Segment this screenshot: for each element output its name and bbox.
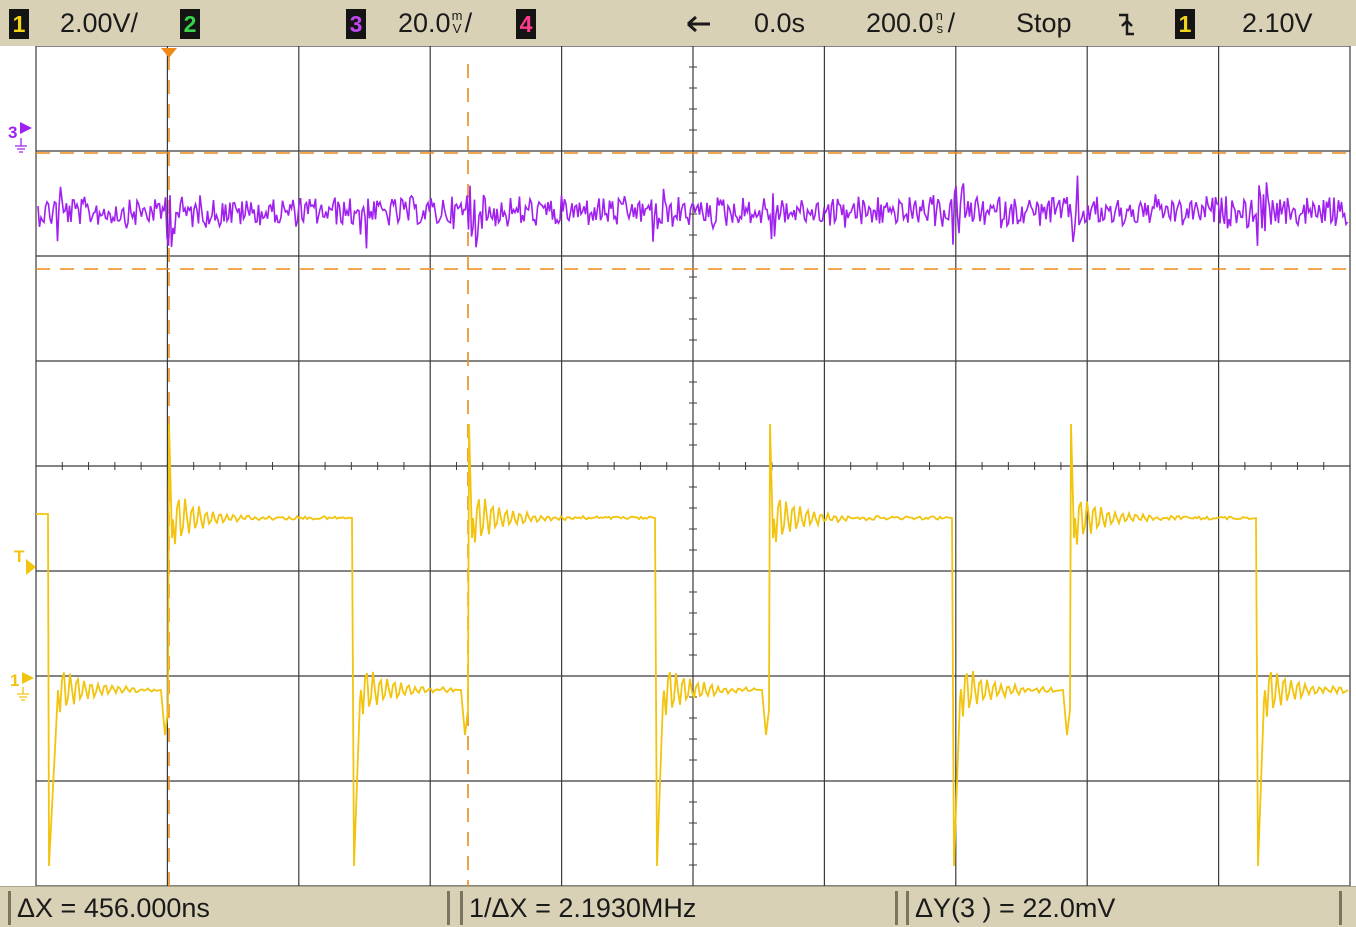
channel-1-badge[interactable]: 1 [9, 9, 29, 39]
cursor-x1-marker[interactable] [161, 48, 177, 58]
graticule [35, 46, 1351, 886]
status-bar: 1 2.00V/ 2 3 20.0 m V/ 4 0.0s 200.0 n s / Sto… [0, 0, 1356, 47]
trigger-arrow-icon [26, 559, 36, 575]
channel-1-marker-label: 1 [10, 671, 19, 690]
timebase-unit: s [936, 21, 944, 36]
trigger-marker-label: T [14, 547, 25, 566]
ground-icon [15, 138, 27, 153]
channel-1-scale[interactable]: 2.00V/ [60, 8, 139, 38]
channel-3-unit: V [452, 21, 462, 36]
left-arrow-icon[interactable] [684, 9, 714, 39]
left-arrow-icon-svg [687, 15, 710, 33]
delta-x-value: ΔX = 456.000ns [17, 893, 210, 923]
trigger-level-marker[interactable]: T [14, 547, 36, 575]
delta-y-value: ΔY(3 ) = 22.0mV [915, 893, 1116, 923]
run-state[interactable]: Stop [1016, 8, 1072, 38]
inverse-delta-x-readout[interactable]: 1/ΔX = 2.1930MHz [460, 891, 898, 925]
marker-arrow-icon [20, 122, 32, 134]
inverse-delta-x-value: 1/ΔX = 2.1930MHz [469, 893, 697, 923]
channel-3-badge[interactable]: 3 [346, 9, 366, 39]
channel-4-badge[interactable]: 4 [516, 9, 536, 39]
marker-arrow-icon [22, 672, 34, 684]
timebase-scale[interactable]: 200.0 n s / [866, 8, 955, 38]
channel-2-badge[interactable]: 2 [180, 9, 200, 39]
channel-3-ground-marker[interactable]: 3 [8, 122, 32, 153]
trigger-source-badge[interactable]: 1 [1175, 9, 1195, 39]
scope-display[interactable]: 3 T 1 [0, 46, 1356, 886]
ground-icon [17, 687, 29, 701]
channel-3-unit-prefix: m [451, 8, 463, 23]
falling-edge-icon[interactable] [1112, 9, 1142, 39]
delta-x-readout[interactable]: ΔX = 456.000ns [8, 891, 450, 925]
channel-3-scale[interactable]: 20.0 m V / [398, 8, 472, 38]
channel-1-waveform [36, 423, 1349, 867]
timebase-scale-slash: / [947, 8, 956, 38]
falling-edge-icon-svg [1119, 13, 1134, 36]
delta-y-readout[interactable]: ΔY(3 ) = 22.0mV [906, 891, 1342, 925]
trigger-level[interactable]: 2.10V [1242, 8, 1313, 38]
measurement-bar: ΔX = 456.000ns 1/ΔX = 2.1930MHz ΔY(3 ) =… [0, 886, 1356, 927]
timebase-unit-prefix: n [935, 8, 943, 23]
channel-1-ground-marker[interactable]: 1 [10, 671, 34, 701]
timebase-scale-value: 200.0 [866, 8, 934, 38]
horizontal-delay[interactable]: 0.0s [754, 8, 806, 38]
channel-3-waveform [37, 175, 1349, 249]
channel-3-scale-slash: / [464, 8, 473, 38]
channel-3-marker-label: 3 [8, 123, 17, 142]
channel-3-scale-value: 20.0 [398, 8, 451, 38]
